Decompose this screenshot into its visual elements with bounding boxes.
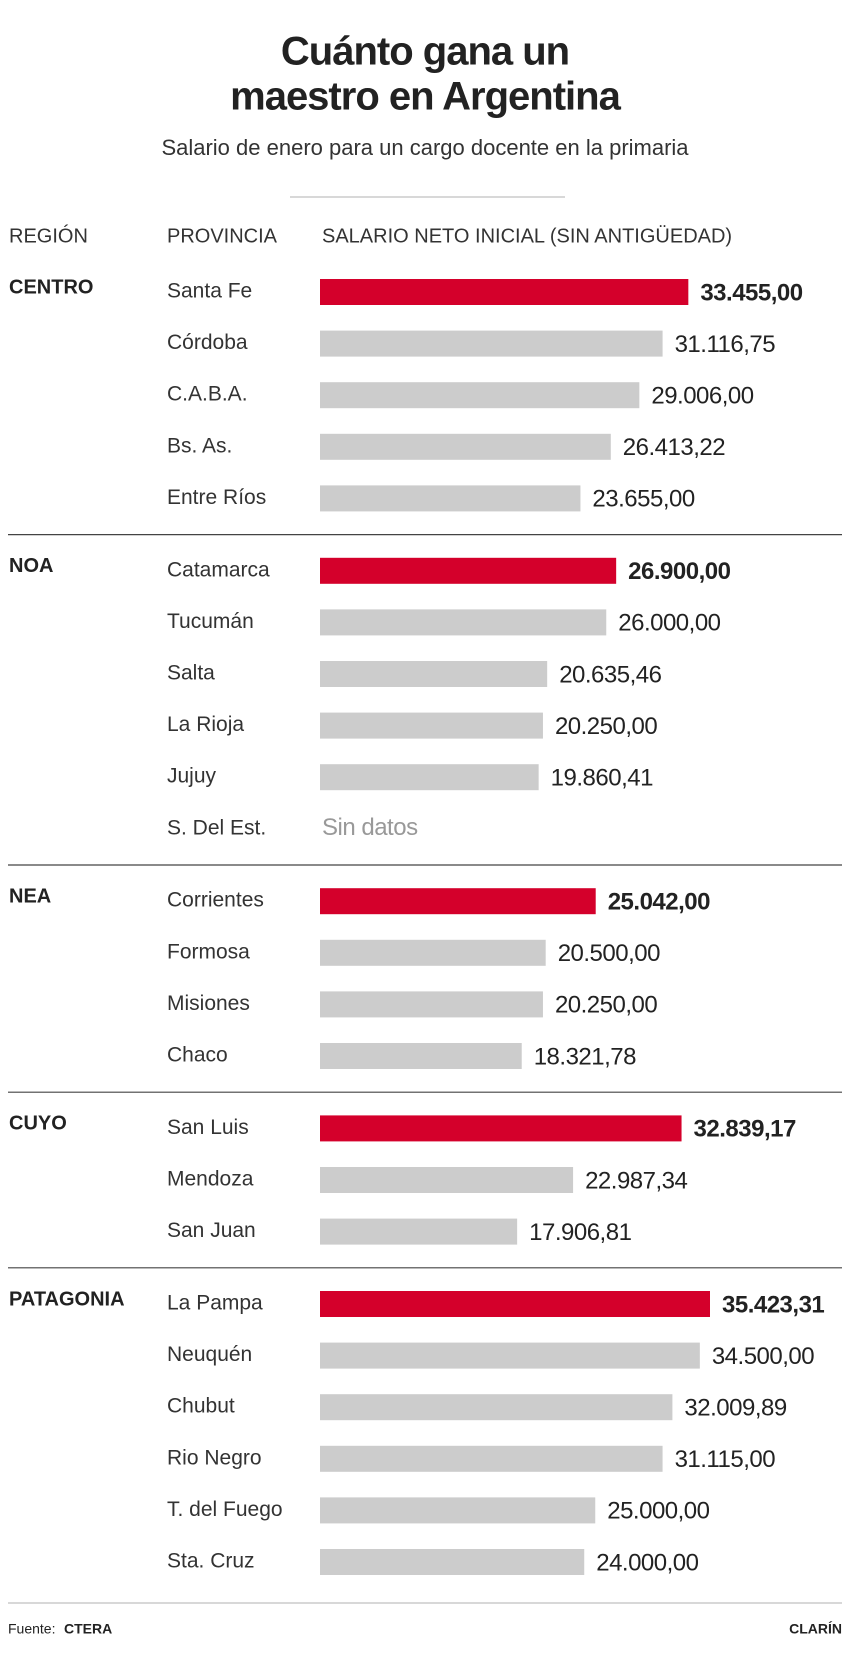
value-label: 18.321,78 — [534, 1043, 636, 1070]
province-label: C.A.B.A. — [167, 383, 248, 406]
value-label: 20.500,00 — [558, 940, 660, 967]
value-label: 26.900,00 — [628, 558, 730, 585]
province-label: La Rioja — [167, 713, 244, 736]
province-label: Neuquén — [167, 1343, 252, 1366]
subtitle: Salario de enero para un cargo docente e… — [161, 135, 689, 160]
source-label: Fuente: — [8, 1621, 55, 1637]
value-label: 22.987,34 — [585, 1167, 687, 1194]
bar — [320, 1115, 682, 1142]
value-label: 26.000,00 — [618, 610, 720, 637]
province-label: La Pampa — [167, 1292, 263, 1315]
bar — [320, 1218, 518, 1245]
value-label: 17.906,81 — [529, 1219, 631, 1246]
value-label: 32.839,17 — [694, 1116, 796, 1143]
bar — [320, 712, 543, 739]
province-label: Bs. As. — [167, 434, 232, 457]
bar — [320, 939, 546, 966]
chart-title: Cuánto gana un — [281, 30, 569, 74]
bar — [320, 609, 607, 636]
bar — [320, 1549, 585, 1575]
column-header: REGIÓN — [9, 224, 88, 247]
region-label: NEA — [9, 885, 51, 907]
province-label: Tucumán — [167, 610, 254, 633]
province-label: Rio Negro — [167, 1446, 262, 1469]
province-label: Mendoza — [167, 1168, 254, 1191]
bar — [320, 1445, 663, 1472]
bar — [320, 1394, 673, 1421]
value-label: 29.006,00 — [651, 383, 753, 410]
province-label: Salta — [167, 662, 215, 685]
province-label: San Juan — [167, 1219, 256, 1242]
province-label: Corrientes — [167, 889, 264, 912]
value-label: 34.500,00 — [712, 1343, 814, 1370]
bar — [320, 330, 663, 357]
value-label: 20.250,00 — [555, 713, 657, 740]
province-label: Entre Ríos — [167, 486, 266, 509]
province-label: S. Del Est. — [167, 816, 266, 839]
province-label: Córdoba — [167, 331, 248, 354]
bar — [320, 279, 689, 305]
column-header: SALARIO NETO INICIAL (SIN ANTIGÜEDAD) — [322, 225, 732, 247]
value-label: 19.860,41 — [551, 765, 653, 792]
value-label: 32.009,89 — [684, 1395, 786, 1422]
value-label: 33.455,00 — [700, 279, 802, 306]
province-label: T. del Fuego — [167, 1498, 283, 1521]
bar — [320, 661, 548, 687]
value-label: 31.115,00 — [675, 1446, 776, 1473]
value-label: 20.635,46 — [559, 661, 661, 688]
province-label: San Luis — [167, 1116, 249, 1139]
value-label: 24.000,00 — [596, 1549, 698, 1576]
value-label: 31.116,75 — [675, 331, 776, 358]
province-label: Sta. Cruz — [167, 1550, 255, 1573]
value-label: Sin datos — [322, 814, 418, 841]
bar — [320, 1342, 700, 1369]
bar — [320, 764, 539, 791]
bar — [320, 888, 596, 915]
bar — [320, 1167, 574, 1193]
value-label: 23.655,00 — [592, 486, 694, 513]
chart-title: maestro en Argentina — [230, 75, 621, 119]
province-label: Misiones — [167, 992, 250, 1015]
value-label: 25.042,00 — [608, 889, 710, 916]
province-label: Santa Fe — [167, 280, 252, 303]
bar — [320, 991, 543, 1018]
bar — [320, 382, 640, 409]
value-label: 35.423,31 — [722, 1291, 824, 1318]
region-label: CUYO — [9, 1113, 67, 1135]
bar — [320, 1497, 596, 1524]
value-label: 20.250,00 — [555, 992, 657, 1019]
value-label: 25.000,00 — [607, 1498, 709, 1525]
bar — [320, 557, 617, 584]
province-label: Formosa — [167, 940, 250, 963]
source: CTERA — [64, 1621, 112, 1637]
bar — [320, 485, 581, 512]
region-label: NOA — [9, 555, 53, 577]
brand: CLARÍN — [789, 1621, 842, 1637]
bar — [320, 1043, 522, 1069]
region-label: PATAGONIA — [9, 1288, 125, 1310]
province-label: Chubut — [167, 1395, 235, 1418]
region-label: CENTRO — [9, 276, 93, 298]
value-label: 26.413,22 — [623, 434, 725, 461]
province-label: Jujuy — [167, 765, 217, 788]
province-label: Catamarca — [167, 558, 270, 581]
column-header: PROVINCIA — [167, 225, 278, 247]
bar — [320, 433, 611, 460]
province-label: Chaco — [167, 1044, 228, 1067]
bar — [320, 1291, 710, 1317]
